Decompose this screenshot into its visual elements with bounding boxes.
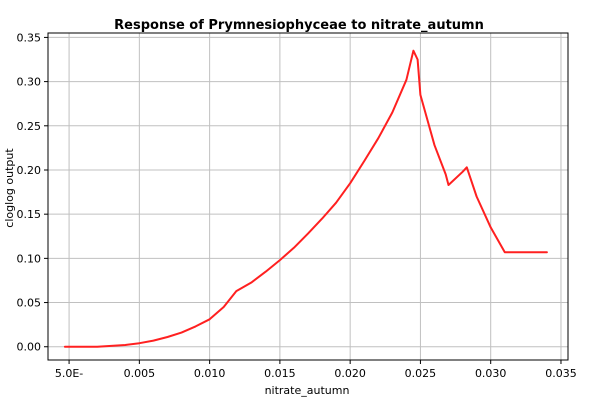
x-tick-label: 5.0E-: [55, 367, 83, 380]
series-line: [63, 49, 548, 348]
y-axis-label: cloglog output: [3, 148, 16, 228]
y-tick-label: 0.25: [17, 120, 42, 133]
y-tick-label: 0.35: [17, 31, 42, 44]
x-tick-layer: 5.0E- 0.005 0.010 0.015 0.020 0.025 0.030 0.035: [55, 360, 577, 380]
chart-title: Response of Prymnesiophyceae to nitrate_…: [114, 18, 484, 33]
y-tick-label: 0.10: [17, 252, 42, 265]
y-tick-layer: 0.00 0.05 0.10 0.15 0.20 0.25 0.30 0.35: [17, 31, 48, 354]
series-layer: [63, 49, 548, 348]
x-tick-label: 0.015: [264, 367, 296, 380]
x-tick-label: 0.020: [334, 367, 366, 380]
grid-layer: [48, 33, 568, 360]
plot-frame: [47, 32, 569, 361]
x-tick-label: 0.030: [475, 367, 507, 380]
x-tick-label: 0.025: [405, 367, 437, 380]
y-tick-label: 0.20: [17, 164, 42, 177]
y-tick-label: 0.15: [17, 208, 42, 221]
y-tick-label: 0.05: [17, 297, 42, 310]
x-tick-label: 0.010: [194, 367, 226, 380]
y-tick-label: 0.00: [17, 341, 42, 354]
x-tick-label: 0.005: [124, 367, 156, 380]
x-axis-label: nitrate_autumn: [265, 384, 350, 397]
y-tick-label: 0.30: [17, 76, 42, 89]
x-tick-label: 0.035: [545, 367, 577, 380]
